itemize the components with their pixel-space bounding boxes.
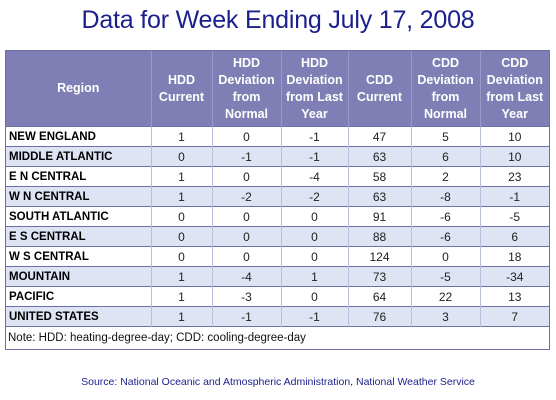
region-cell: SOUTH ATLANTIC — [6, 206, 152, 227]
value-cell: 7 — [480, 306, 549, 327]
value-cell: 1 — [281, 266, 349, 287]
value-cell: 0 — [212, 166, 282, 187]
value-cell: 0 — [281, 246, 349, 267]
value-cell: -1 — [212, 306, 282, 327]
value-cell: -2 — [212, 186, 282, 207]
value-cell: 88 — [348, 226, 412, 247]
value-cell: 18 — [480, 246, 549, 267]
value-cell: -1 — [212, 146, 282, 167]
value-cell: 13 — [480, 286, 549, 307]
value-cell: 10 — [480, 126, 549, 147]
value-cell: 2 — [411, 166, 481, 187]
region-cell: PACIFIC — [6, 286, 152, 307]
value-cell: -34 — [480, 266, 549, 287]
value-cell: 0 — [151, 246, 213, 267]
value-cell: 10 — [480, 146, 549, 167]
table-row: W S CENTRAL 0 0 0 124 0 18 — [6, 246, 549, 267]
value-cell: 91 — [348, 206, 412, 227]
column-header: CDD Deviation from Normal — [411, 51, 481, 127]
value-cell: 1 — [151, 266, 213, 287]
table-row: SOUTH ATLANTIC 0 0 0 91 -6 -5 — [6, 206, 549, 227]
value-cell: 1 — [151, 166, 213, 187]
value-cell: 63 — [348, 146, 412, 167]
table-note: Note: HDD: heating-degree-day; CDD: cool… — [6, 326, 549, 348]
value-cell: 0 — [281, 206, 349, 227]
column-header: HDD Deviation from Last Year — [281, 51, 349, 127]
table-row: PACIFIC 1 -3 0 64 22 13 — [6, 286, 549, 307]
value-cell: 0 — [151, 226, 213, 247]
region-cell: W S CENTRAL — [6, 246, 152, 267]
value-cell: 64 — [348, 286, 412, 307]
value-cell: -5 — [480, 206, 549, 227]
note-row: Note: HDD: heating-degree-day; CDD: cool… — [6, 326, 549, 348]
value-cell: -1 — [281, 126, 349, 147]
region-cell: MOUNTAIN — [6, 266, 152, 287]
column-header: CDD Deviation from Last Year — [480, 51, 549, 127]
data-table-frame: Region HDD Current HDD Deviation from No… — [5, 50, 550, 350]
value-cell: 0 — [212, 226, 282, 247]
value-cell: -6 — [411, 206, 481, 227]
value-cell: 58 — [348, 166, 412, 187]
column-header: HDD Deviation from Normal — [212, 51, 282, 127]
value-cell: -5 — [411, 266, 481, 287]
value-cell: 0 — [151, 146, 213, 167]
value-cell: -2 — [281, 186, 349, 207]
value-cell: 6 — [411, 146, 481, 167]
table-body: NEW ENGLAND 1 0 -1 47 5 10 MIDDLE ATLANTIC 0 -1 -1… — [6, 126, 549, 327]
value-cell: 76 — [348, 306, 412, 327]
column-header: CDD Current — [348, 51, 412, 127]
value-cell: 0 — [411, 246, 481, 267]
region-cell: MIDDLE ATLANTIC — [6, 146, 152, 167]
table-row: E S CENTRAL 0 0 0 88 -6 6 — [6, 226, 549, 247]
value-cell: -1 — [480, 186, 549, 207]
value-cell: 3 — [411, 306, 481, 327]
value-cell: -3 — [212, 286, 282, 307]
region-cell: E N CENTRAL — [6, 166, 152, 187]
table-row: MIDDLE ATLANTIC 0 -1 -1 63 6 10 — [6, 146, 549, 167]
value-cell: 6 — [480, 226, 549, 247]
source-note: Source: National Oceanic and Atmospheric… — [81, 376, 475, 388]
data-table: Region HDD Current HDD Deviation from No… — [6, 51, 549, 348]
value-cell: 0 — [151, 206, 213, 227]
value-cell: 0 — [281, 226, 349, 247]
table-row: UNITED STATES 1 -1 -1 76 3 7 — [6, 306, 549, 327]
value-cell: 5 — [411, 126, 481, 147]
column-header: Region — [6, 51, 152, 127]
table-row: MOUNTAIN 1 -4 1 73 -5 -34 — [6, 266, 549, 287]
value-cell: 1 — [151, 286, 213, 307]
region-cell: NEW ENGLAND — [6, 126, 152, 147]
value-cell: 1 — [151, 126, 213, 147]
value-cell: 73 — [348, 266, 412, 287]
region-cell: W N CENTRAL — [6, 186, 152, 207]
column-header: HDD Current — [151, 51, 213, 127]
value-cell: 0 — [212, 246, 282, 267]
value-cell: 0 — [281, 286, 349, 307]
region-cell: E S CENTRAL — [6, 226, 152, 247]
value-cell: -4 — [281, 166, 349, 187]
value-cell: 0 — [212, 126, 282, 147]
value-cell: -6 — [411, 226, 481, 247]
table-row: W N CENTRAL 1 -2 -2 63 -8 -1 — [6, 186, 549, 207]
value-cell: -4 — [212, 266, 282, 287]
value-cell: -8 — [411, 186, 481, 207]
value-cell: 1 — [151, 306, 213, 327]
value-cell: 63 — [348, 186, 412, 207]
page-title: Data for Week Ending July 17, 2008 — [81, 6, 475, 34]
value-cell: -1 — [281, 306, 349, 327]
value-cell: 23 — [480, 166, 549, 187]
value-cell: 22 — [411, 286, 481, 307]
value-cell: 0 — [212, 206, 282, 227]
header-row: Region HDD Current HDD Deviation from No… — [6, 51, 549, 127]
table-row: NEW ENGLAND 1 0 -1 47 5 10 — [6, 126, 549, 147]
value-cell: 124 — [348, 246, 412, 267]
region-cell: UNITED STATES — [6, 306, 152, 327]
value-cell: 1 — [151, 186, 213, 207]
value-cell: 47 — [348, 126, 412, 147]
table-row: E N CENTRAL 1 0 -4 58 2 23 — [6, 166, 549, 187]
value-cell: -1 — [281, 146, 349, 167]
